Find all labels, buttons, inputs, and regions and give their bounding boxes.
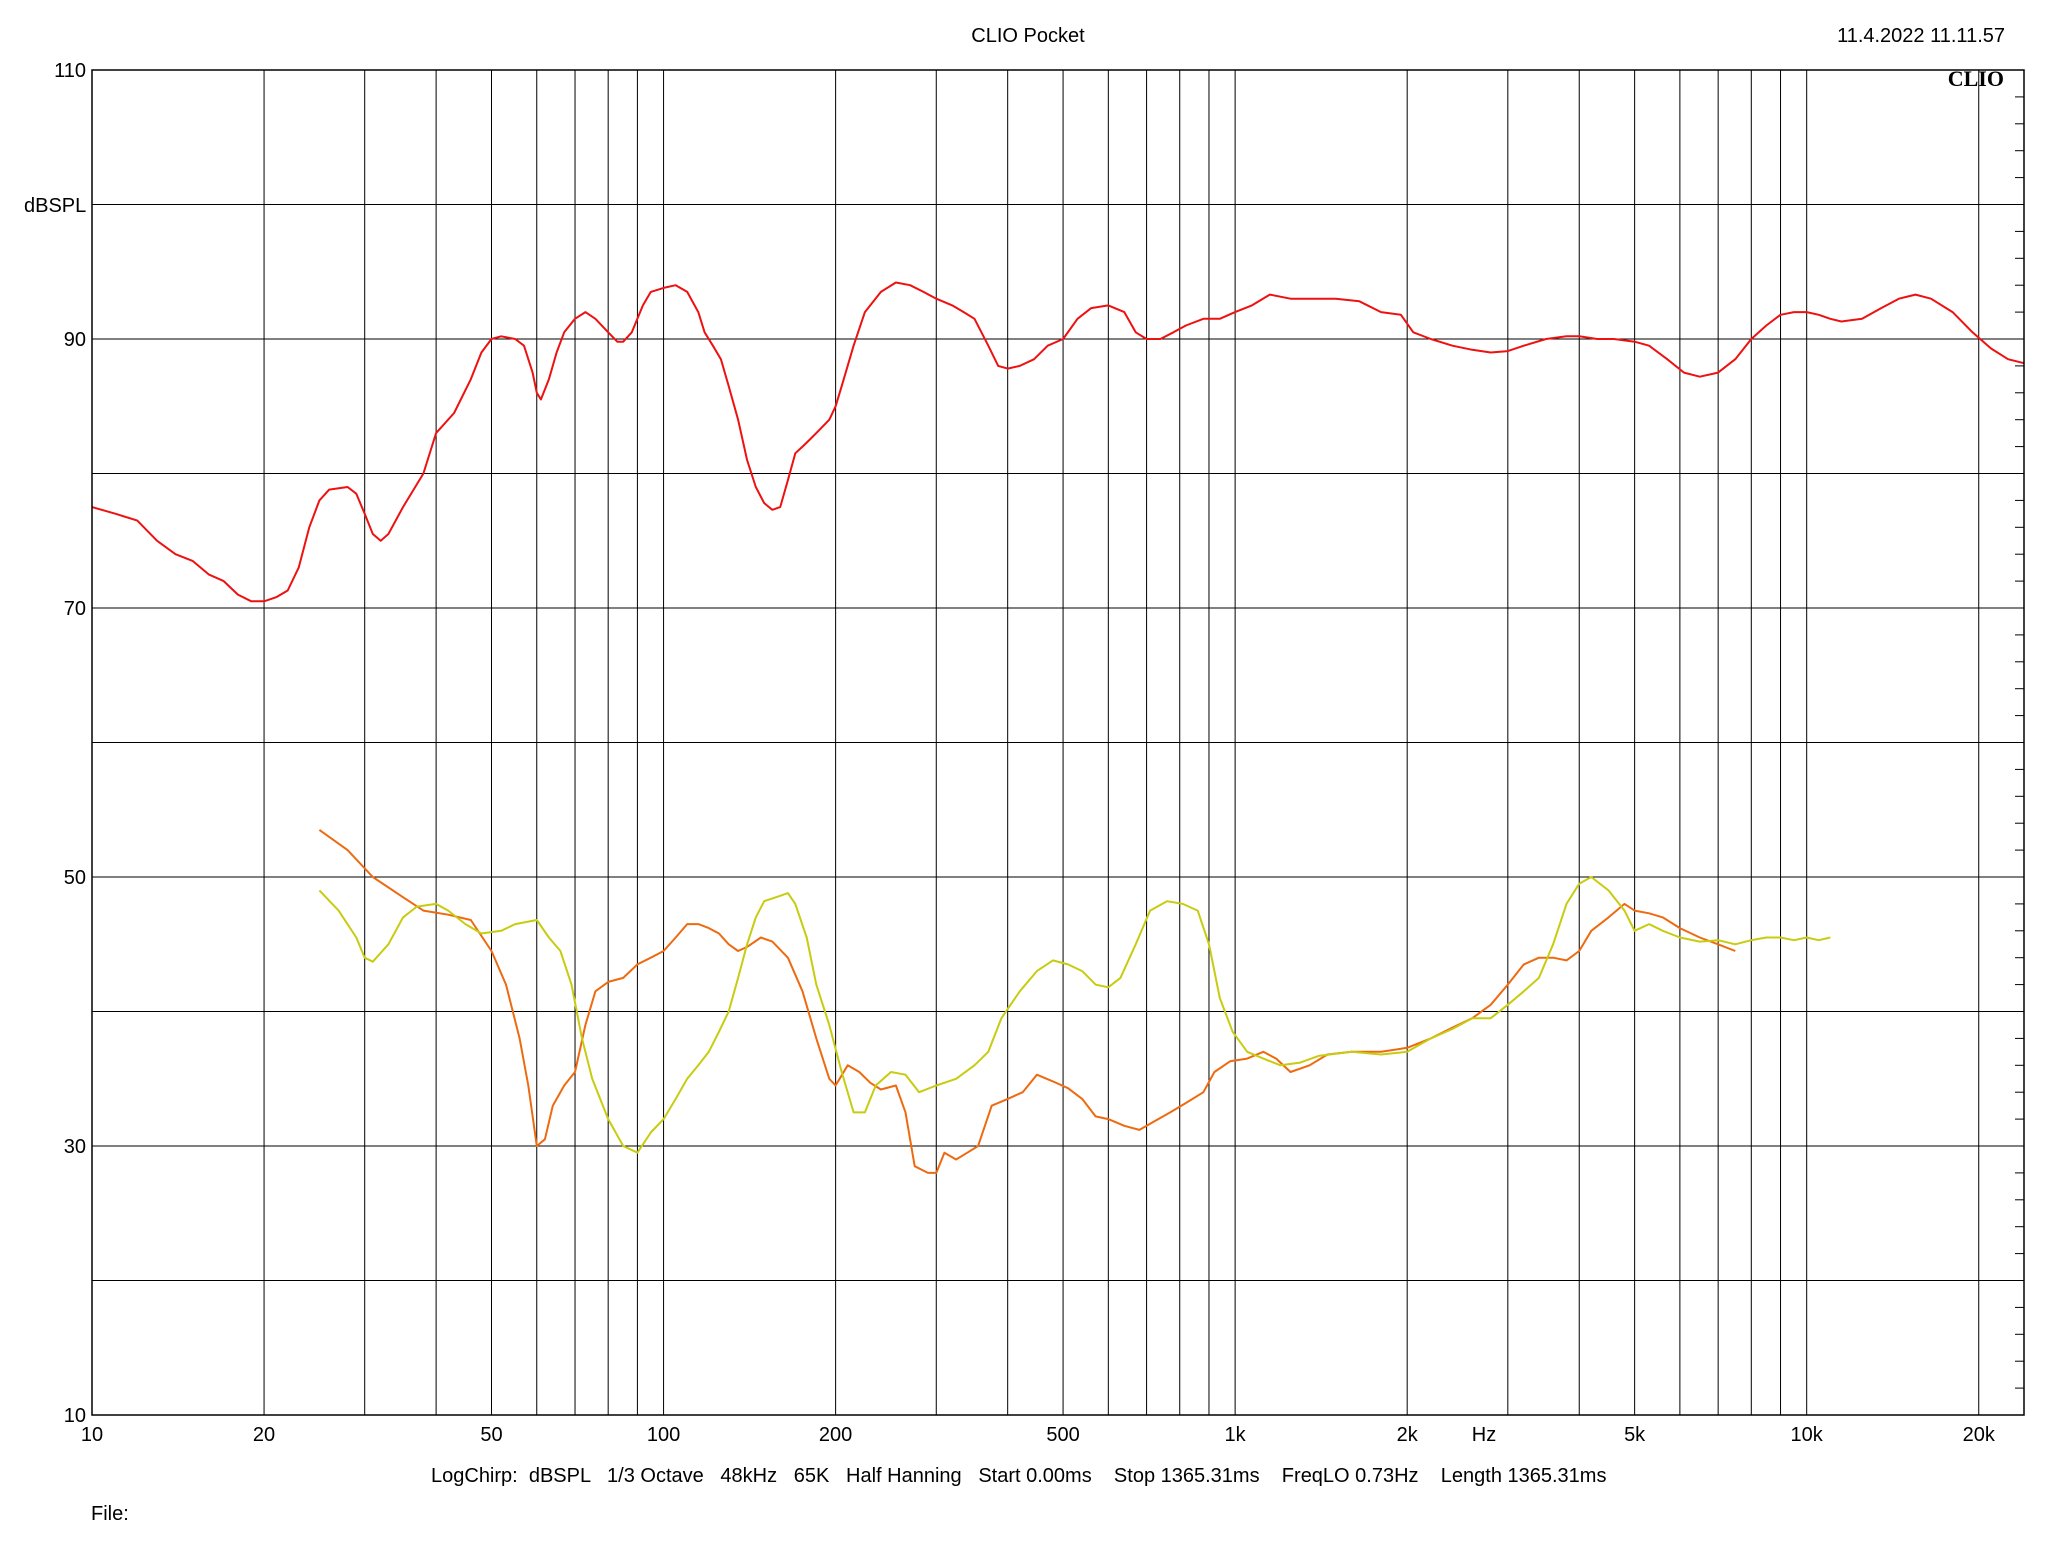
measurement-settings: LogChirp: dBSPL 1/3 Octave 48kHz 65K Hal… (431, 1465, 1606, 1487)
y-tick-label: 30 (64, 1136, 86, 1158)
x-tick-label: 500 (1046, 1424, 1079, 1446)
x-tick-label: 1k (1225, 1424, 1247, 1446)
y-axis-label: dBSPL (24, 195, 86, 217)
timestamp: 11.4.2022 11.11.57 (1837, 25, 2005, 47)
x-tick-label: 20 (253, 1424, 275, 1446)
y-tick-label: 10 (64, 1405, 86, 1427)
grid (92, 70, 2024, 1415)
y-tick-label: 50 (64, 867, 86, 889)
plot-frame (91, 69, 2025, 1416)
x-tick-label: 200 (819, 1424, 852, 1446)
x-tick-label: 50 (480, 1424, 502, 1446)
y-tick-label: 70 (64, 598, 86, 620)
y-tick-label: 110 (54, 60, 86, 82)
x-tick-label: 5k (1624, 1424, 1646, 1446)
series-line-1 (91, 281, 2025, 603)
y-tick-label: 90 (64, 329, 86, 351)
tick-labels: 10 20 50 100 200 500 1k 2k 5k 10k 20k 110 90 70 50 30 10 (54, 60, 1996, 1446)
x-tick-label: 10k (1791, 1424, 1824, 1446)
x-axis-label: Hz (1472, 1424, 1496, 1446)
clio-logo: CLIO (1948, 66, 2004, 91)
x-tick-label: 2k (1397, 1424, 1419, 1446)
x-tick-label: 100 (647, 1424, 680, 1446)
x-tick-label: 20k (1963, 1424, 1996, 1446)
series-line-3 (318, 876, 1831, 1154)
file-label: File: (91, 1503, 129, 1525)
chart-title: CLIO Pocket (971, 25, 1085, 47)
series-line-2 (318, 829, 1736, 1174)
x-tick-label: 10 (81, 1424, 103, 1446)
series-group (91, 281, 2025, 1174)
